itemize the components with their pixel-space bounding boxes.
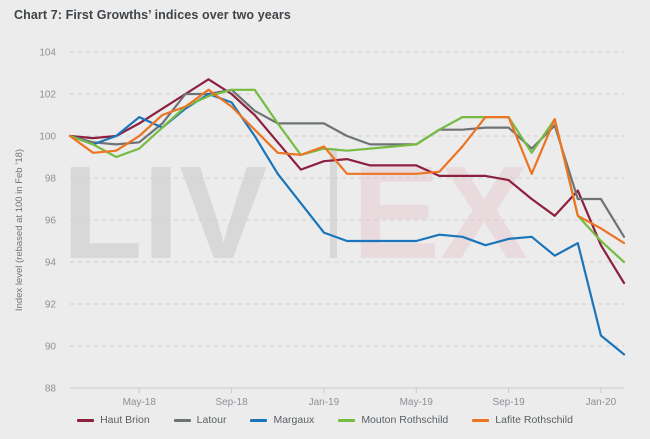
x-tick-label: Sep-19 [492,397,525,408]
x-tick-label: Jan-20 [586,397,617,408]
legend-item-label: Mouton Rothschild [361,414,449,426]
legend-color-swatch [250,418,268,422]
y-tick-label: 94 [45,258,57,269]
legend-color-swatch [338,418,356,422]
series-line [68,88,626,264]
legend-item[interactable]: Mouton Rothschild [338,414,448,426]
watermark-divider [330,148,337,258]
x-tick-label: Jan-19 [309,397,340,408]
y-tick-label: 90 [45,342,57,353]
legend-item-label: Latour [196,414,227,426]
legend-item[interactable]: Haut Brion [77,414,150,426]
x-tick-label: May-19 [400,397,434,408]
y-tick-label: 98 [45,174,57,185]
y-tick-label: 102 [39,90,56,101]
series-line [68,88,626,238]
series-line [68,78,626,285]
y-tick-label: 96 [45,216,57,227]
y-tick-label: 88 [45,384,57,395]
x-tick-label: May-18 [123,397,157,408]
x-tick-label: Sep-18 [215,397,248,408]
x-axis-ticks: May-18 Sep-18 Jan-19 May-19 Sep-19 Jan-20 [123,388,617,408]
livex-watermark: LIV EX [62,139,528,286]
y-axis-label: Index level (rebased at 100 in Feb ’18) [14,149,25,311]
series-lines [68,78,626,356]
series-line [68,88,626,245]
chart-title: Chart 7: First Growths’ indices over two… [14,8,291,22]
y-tick-label: 100 [39,132,56,143]
legend-item-label: Margaux [273,414,315,426]
y-tick-label: 92 [45,300,57,311]
watermark-liv: LIV [62,139,267,286]
y-tick-label: 104 [39,48,56,59]
chart-legend: Haut Brion Latour Margaux Mouton Rothschild… [0,414,650,426]
legend-item[interactable]: Latour [173,414,227,426]
legend-item-label: Lafite Rothschild [495,414,573,426]
legend-item[interactable]: Lafite Rothschild [472,414,573,426]
y-axis-ticks: 88 90 92 94 96 98 100 102 104 [39,48,56,395]
grid-lines [70,51,624,389]
legend-item[interactable]: Margaux [250,414,314,426]
legend-color-swatch [77,418,95,422]
legend-color-swatch [472,418,490,422]
legend-item-label: Haut Brion [100,414,150,426]
legend-color-swatch [173,418,191,422]
watermark-ex: EX [352,139,528,286]
